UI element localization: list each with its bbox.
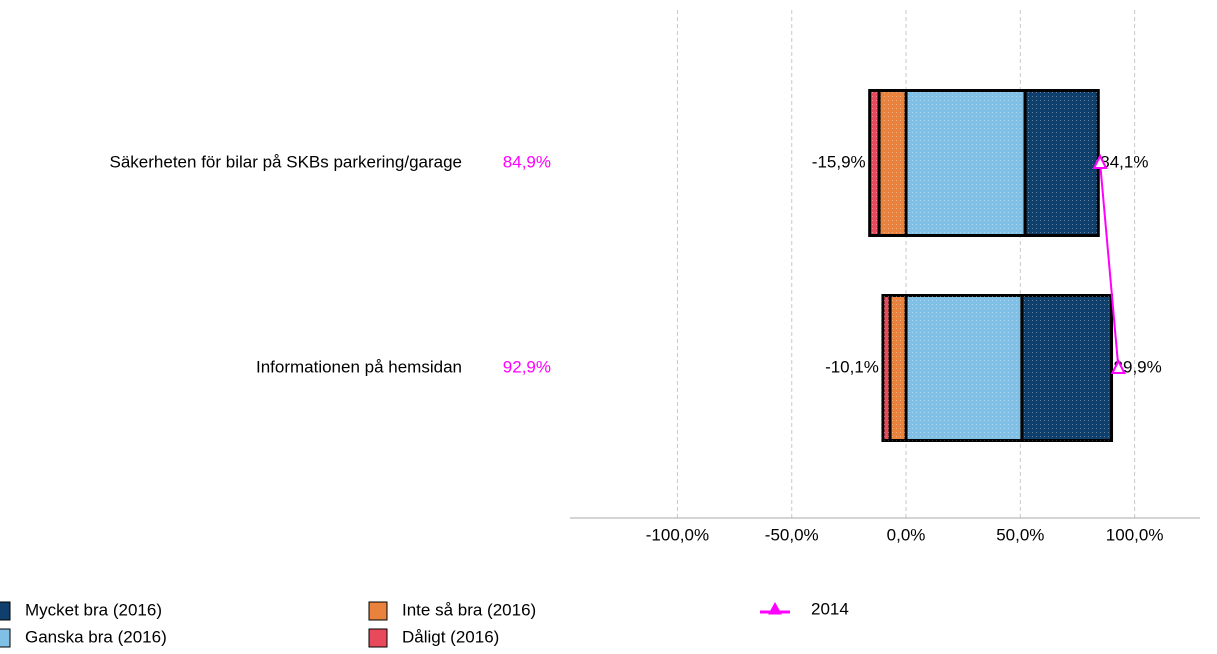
marker-2014	[1110, 358, 1127, 374]
x-tick-label: 0,0%	[887, 525, 926, 544]
value-label-2014: 84,9%	[503, 152, 551, 171]
legend-label: Ganska bra (2016)	[25, 627, 167, 646]
legend-label: Dåligt (2016)	[402, 627, 499, 646]
x-tick-label: -50,0%	[765, 525, 819, 544]
legend-label: Mycket bra (2016)	[25, 600, 162, 619]
legend-swatch	[368, 628, 388, 648]
bar-texture	[882, 295, 891, 441]
category-label: Säkerheten för bilar på SKBs parkering/g…	[110, 152, 462, 171]
legend-swatch	[0, 601, 11, 621]
legend-swatch	[368, 601, 388, 621]
value-label-2014: 92,9%	[503, 357, 551, 376]
x-tick-label: 100,0%	[1106, 525, 1164, 544]
bar-texture	[1025, 90, 1099, 236]
legend-label: 2014	[811, 599, 849, 618]
bar-texture	[906, 90, 1026, 236]
marker-2014	[1092, 153, 1108, 169]
total-label: 84,1%	[1100, 152, 1148, 171]
x-tick-label: -100,0%	[646, 525, 709, 544]
x-tick-label: 50,0%	[996, 525, 1044, 544]
legend-label: Inte så bra (2016)	[402, 600, 536, 619]
total-label: -15,9%	[812, 152, 866, 171]
category-label: Informationen på hemsidan	[256, 357, 462, 376]
bar-texture	[890, 295, 907, 441]
total-label: 89,9%	[1114, 357, 1162, 376]
total-label: -10,1%	[825, 357, 879, 376]
line-2014	[1099, 162, 1120, 369]
bar-texture	[1021, 295, 1112, 441]
legend-marker	[768, 601, 782, 615]
bar-texture	[869, 90, 880, 236]
legend-swatch	[0, 628, 11, 648]
bar-texture	[879, 90, 907, 236]
bar-texture	[906, 295, 1022, 441]
